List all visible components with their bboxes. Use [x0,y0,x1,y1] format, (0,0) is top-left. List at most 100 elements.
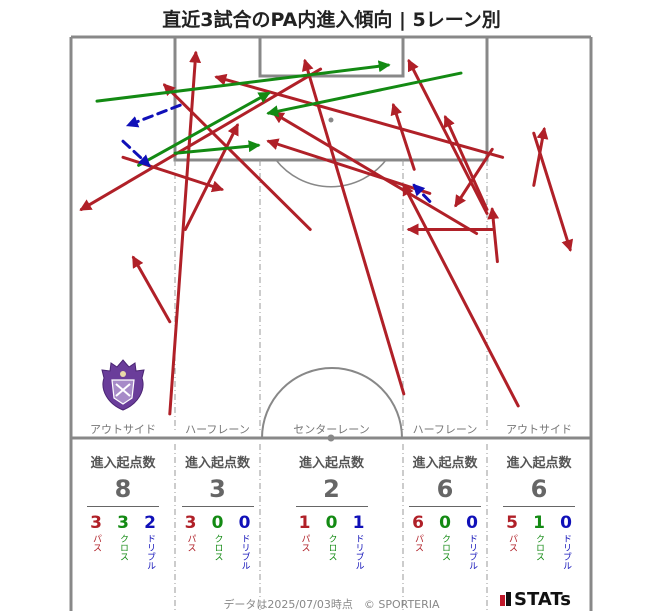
stat-total: 8 [114,475,132,503]
arrow-pass-17 [402,183,520,408]
arrow-pass-12 [407,58,489,215]
stat-dribble-count: 0 [560,513,572,533]
stat-cross-count: 3 [117,513,129,533]
stat-dribble-count: 2 [144,513,156,533]
lane-label: センターレーン [293,423,370,436]
stat-dribble-label: ドリブル [561,534,571,570]
stat-pass-label: パス [507,534,517,552]
stat-total: 6 [530,475,548,503]
stat-dribble: 1 ドリブル [349,514,369,570]
lane-stat-block: 進入起点数 2 1 パス 0 クロス 1 ドリブル [282,452,382,570]
stat-total: 3 [209,475,226,503]
lane-stat-block: 進入起点数 8 3 パス 3 クロス 2 ドリブル [73,452,173,570]
stat-cross-label: クロス [212,534,223,561]
stat-pass-count: 3 [90,513,102,533]
stat-pass-count: 3 [184,513,197,533]
arrow-pass-13 [532,126,549,187]
lane-stat-block: 進入起点数 3 3 パス 0 クロス 0 ドリブル [168,452,268,570]
arrow-pass-15 [443,115,489,211]
stat-dribble-count: 0 [466,513,478,533]
stat-pass-count: 1 [298,513,311,533]
stat-dribble-label: ドリブル [467,534,477,570]
stat-dribble-count: 1 [352,513,365,533]
stat-divider [503,506,575,507]
arrow-pass-11 [487,207,500,264]
arrow-pass-8 [214,73,505,159]
lane-label: ハーフレーン [412,423,478,436]
arrow-pass-2 [79,67,323,211]
arrow-cross-3 [137,91,271,167]
stat-divider [295,506,368,507]
arrow-cross-1 [266,71,463,118]
stat-cross: 3 クロス [113,514,133,570]
stat-cross-count: 0 [325,513,338,533]
stat-pass: 1 パス [295,514,315,570]
stat-divider [87,506,159,507]
lane-stat-block: 進入起点数 6 5 パス 1 クロス 0 ドリブル [489,452,589,570]
stat-cross-label: クロス [326,534,337,561]
arrow-pass-14 [390,102,416,171]
footer-note: データは2025/07/03時点 © SPORTERIA [223,598,440,611]
stat-cross-count: 0 [211,513,224,533]
stat-heading: 進入起点数 [298,456,364,471]
lane-label: ハーフレーン [185,423,250,436]
stat-dribble-label: ドリブル [353,534,364,570]
center-spot [327,434,335,442]
arrow-dribble-1 [125,103,182,128]
stat-dribble-label: ドリブル [239,534,250,570]
stat-pass-label: パス [91,534,101,552]
stat-dribble-label: ドリブル [145,534,155,570]
arrow-layer [79,50,574,416]
stat-heading: 進入起点数 [506,456,572,471]
arrow-pass-5 [183,123,239,231]
arrow-cross-2 [173,140,261,155]
arrow-pass-10 [271,111,479,235]
arrow-dribble-0 [121,139,151,167]
stat-heading: 進入起点数 [90,456,156,471]
stat-divider [181,506,254,507]
lane-label: アウトサイド [90,423,156,436]
pitch-field [69,35,593,611]
arrow-dribble-2 [412,183,432,203]
arrow-pass-16 [454,147,494,208]
stat-dribble: 0 ドリブル [235,514,255,570]
stat-pass: 5 パス [502,514,522,570]
stat-pass-label: パス [413,534,423,552]
brand-logo: STATs [514,589,571,610]
penalty-spot [328,117,334,123]
stat-dribble: 0 ドリブル [556,514,576,570]
arrow-pass-6 [162,83,312,231]
brand-logo-icon [500,592,511,606]
center-circle [261,367,403,439]
stat-pass-label: パス [299,534,310,552]
stat-dribble: 2 ドリブル [140,514,160,570]
stat-dribble-count: 0 [238,513,251,533]
stat-heading: 進入起点数 [184,456,250,471]
stat-pass: 6 パス [408,514,428,570]
stat-pass-count: 6 [412,513,424,533]
stat-cross-label: クロス [440,534,450,561]
lane-label: アウトサイド [506,423,572,436]
chart-title: 直近3試合のPA内進入傾向 | 5レーン別 [162,9,501,31]
stat-pass: 3 パス [86,514,106,570]
stat-heading: 進入起点数 [412,456,478,471]
stat-cross-count: 0 [439,513,451,533]
stat-pass-label: パス [185,534,196,552]
arrow-pass-3 [301,58,406,396]
stat-pass: 3 パス [181,514,201,570]
club-crest-icon [101,359,145,411]
stat-dribble: 0 ドリブル [462,514,482,570]
stat-total: 2 [323,475,340,503]
stat-cross-label: クロス [118,534,128,561]
stat-divider [409,506,481,507]
arrow-cross-0 [95,60,391,103]
stat-cross: 0 クロス [435,514,455,570]
lane-stat-block: 進入起点数 6 6 パス 0 クロス 0 ドリブル [395,452,495,570]
stat-cross: 0 クロス [208,514,228,570]
stat-cross: 0 クロス [322,514,342,570]
arrow-pass-1 [131,255,172,324]
stat-cross: 1 クロス [529,514,549,570]
stat-cross-count: 1 [533,513,545,533]
stat-pass-count: 5 [506,513,518,533]
